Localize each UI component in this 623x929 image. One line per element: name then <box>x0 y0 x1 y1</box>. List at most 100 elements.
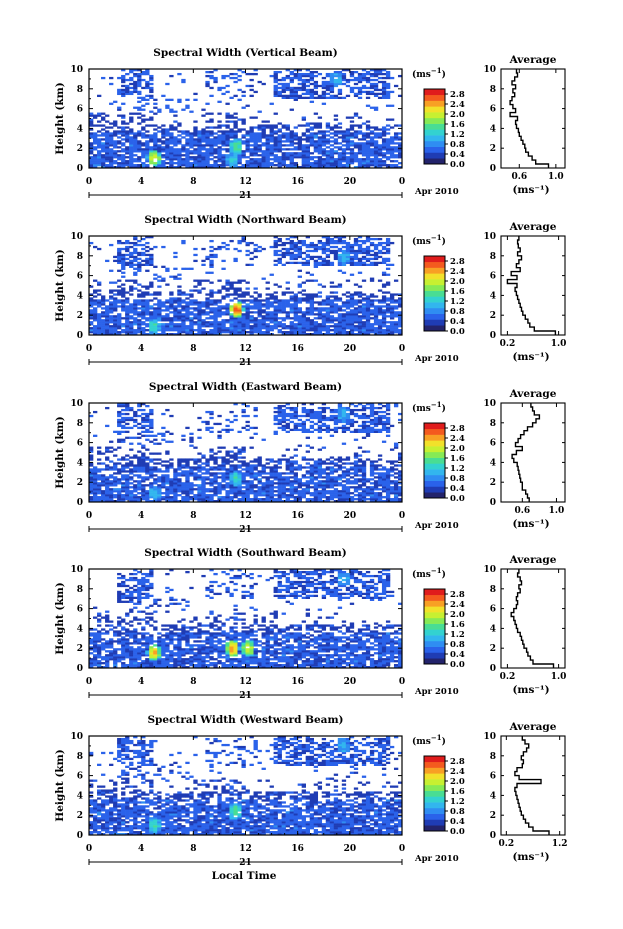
heatmap-cell <box>209 255 214 259</box>
heatmap-cell <box>193 158 198 161</box>
heatmap-cell <box>297 309 302 312</box>
heatmap-cell <box>117 90 122 94</box>
heatmap-cell <box>265 160 270 163</box>
heatmap-cell <box>109 303 114 306</box>
heatmap-cell <box>357 126 363 129</box>
heatmap-cell <box>233 484 238 487</box>
heatmap-cell <box>245 470 250 473</box>
heatmap-cell <box>293 72 298 76</box>
heatmap-cell <box>189 319 194 322</box>
heatmap-cell <box>229 454 234 457</box>
heatmap-cell <box>209 456 214 459</box>
heatmap-cell <box>237 158 242 161</box>
heatmap-cell <box>305 69 310 72</box>
heatmap-cell <box>365 148 371 151</box>
heatmap-cell <box>273 142 278 145</box>
heatmap-cell <box>245 424 250 428</box>
heatmap-cell <box>273 251 278 255</box>
heatmap-cell <box>245 287 250 290</box>
heatmap-cell <box>333 80 339 84</box>
heatmap-cell <box>161 317 166 320</box>
heatmap-cell <box>321 164 327 167</box>
heatmap-cell <box>349 245 355 249</box>
heatmap-cell <box>237 327 242 330</box>
heatmap-cell <box>129 142 134 145</box>
heatmap-cell <box>241 426 246 430</box>
heatmap-cell <box>145 134 150 137</box>
heatmap-cell <box>253 490 258 493</box>
heatmap-cell <box>393 325 399 328</box>
heatmap-cell <box>121 420 126 424</box>
colorbar-segment <box>424 256 445 263</box>
heatmap-cell <box>205 140 210 143</box>
heatmap-cell <box>129 408 134 412</box>
heatmap-cell <box>141 331 146 334</box>
heatmap-cell <box>121 500 126 503</box>
heatmap-cell <box>117 488 122 491</box>
heatmap-cell <box>265 458 270 461</box>
heatmap-cell <box>137 470 142 473</box>
heatmap-cell <box>173 498 178 501</box>
heatmap-cell <box>109 144 114 147</box>
heatmap-cell <box>381 319 387 322</box>
heatmap-cell <box>137 108 142 111</box>
heatmap-cell <box>121 259 126 263</box>
heatmap-cell <box>89 311 94 314</box>
heatmap-cell <box>301 116 306 119</box>
heatmap-cell <box>369 160 375 163</box>
heatmap-cell <box>137 293 142 296</box>
heatmap-cell <box>101 160 106 163</box>
heatmap-cell <box>165 325 170 328</box>
heatmap-cell <box>125 458 130 461</box>
heatmap-cell <box>153 327 158 330</box>
heatmap-cell <box>241 295 246 298</box>
colorbar-tick-label: 0.8 <box>450 307 465 317</box>
heatmap-cell <box>121 482 126 485</box>
heatmap-cell <box>285 249 290 253</box>
heatmap-cell <box>181 136 186 139</box>
heatmap-cell <box>205 132 210 135</box>
heatmap-cell <box>321 80 327 84</box>
heatmap-cell <box>397 138 403 141</box>
heatmap-cell <box>373 154 379 157</box>
heatmap-cell <box>161 484 166 487</box>
heatmap-cell <box>117 432 122 435</box>
heatmap-cell <box>285 158 290 161</box>
heatmap-cell <box>221 140 226 143</box>
heatmap-cell <box>121 438 126 441</box>
heatmap-cell <box>97 470 102 473</box>
heatmap-cell <box>201 247 206 251</box>
heatmap-cell <box>165 482 170 485</box>
heatmap-cell <box>273 263 278 266</box>
heatmap-cell <box>313 86 319 90</box>
heatmap-cell <box>373 160 379 163</box>
heatmap-cell <box>105 321 110 324</box>
heatmap-cell <box>265 281 270 284</box>
heatmap-cell <box>169 498 174 501</box>
heatmap-cell <box>113 488 118 491</box>
heatmap-cell <box>325 140 331 143</box>
heatmap-cell <box>249 160 254 163</box>
heatmap-cell <box>229 156 234 159</box>
heatmap-cell <box>337 253 343 257</box>
heatmap-cell <box>133 488 138 491</box>
heatmap-cell <box>197 319 202 322</box>
heatmap-cell <box>381 257 387 261</box>
heatmap-cell <box>289 144 294 147</box>
heatmap-cell <box>165 329 170 332</box>
heatmap-cell <box>133 132 138 135</box>
heatmap-cell <box>185 150 190 153</box>
heatmap-cell <box>277 94 282 98</box>
heatmap-cell <box>133 500 138 503</box>
heatmap-cell <box>197 498 202 501</box>
heatmap-cell <box>301 74 306 78</box>
heatmap-cell <box>237 452 242 455</box>
heatmap-cell <box>257 164 262 167</box>
heatmap-cell <box>337 96 343 99</box>
heatmap-cell <box>293 76 298 80</box>
heatmap-cell <box>245 319 250 322</box>
heatmap-cell <box>257 146 262 149</box>
heatmap-cell <box>105 307 110 310</box>
heatmap-cell <box>141 333 146 336</box>
heatmap-cell <box>229 144 234 147</box>
